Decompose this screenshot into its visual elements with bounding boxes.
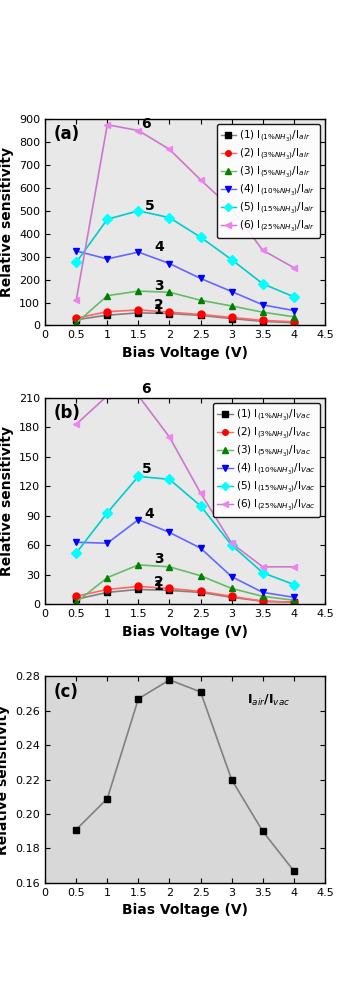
Text: 2: 2 <box>154 574 164 588</box>
Legend: (1) I$_{(1\% NH_3)}$/I$_{air}$, (2) I$_{(3\% NH_3)}$/I$_{air}$, (3) I$_{(5\% NH_: (1) I$_{(1\% NH_3)}$/I$_{air}$, (2) I$_{… <box>217 124 320 238</box>
Text: 5: 5 <box>145 198 155 212</box>
Text: 1: 1 <box>154 303 164 316</box>
Text: (c): (c) <box>53 682 78 700</box>
Text: 2: 2 <box>154 298 164 311</box>
Text: 3: 3 <box>154 279 164 293</box>
X-axis label: Bias Voltage (V): Bias Voltage (V) <box>122 625 248 639</box>
Y-axis label: Relative sensitivity: Relative sensitivity <box>0 704 10 855</box>
Text: 3: 3 <box>154 552 164 565</box>
X-axis label: Bias Voltage (V): Bias Voltage (V) <box>122 346 248 360</box>
Text: 4: 4 <box>154 240 164 254</box>
Y-axis label: Relative sensitivity: Relative sensitivity <box>0 147 14 298</box>
Text: (b): (b) <box>53 404 81 422</box>
Text: 4: 4 <box>145 507 155 521</box>
Text: 6: 6 <box>142 382 151 396</box>
Text: (a): (a) <box>53 125 80 143</box>
Text: 5: 5 <box>142 462 151 476</box>
Text: 6: 6 <box>142 117 151 131</box>
Legend: (1) I$_{(1\% NH_3)}$/I$_{Vac}$, (2) I$_{(3\% NH_3)}$/I$_{Vac}$, (3) I$_{(5\% NH_: (1) I$_{(1\% NH_3)}$/I$_{Vac}$, (2) I$_{… <box>213 403 320 517</box>
Y-axis label: Relative sensitivity: Relative sensitivity <box>0 426 14 576</box>
X-axis label: Bias Voltage (V): Bias Voltage (V) <box>122 904 248 918</box>
Text: I$_{air}$/I$_{vac}$: I$_{air}$/I$_{vac}$ <box>247 693 290 708</box>
Text: 1: 1 <box>154 579 164 593</box>
